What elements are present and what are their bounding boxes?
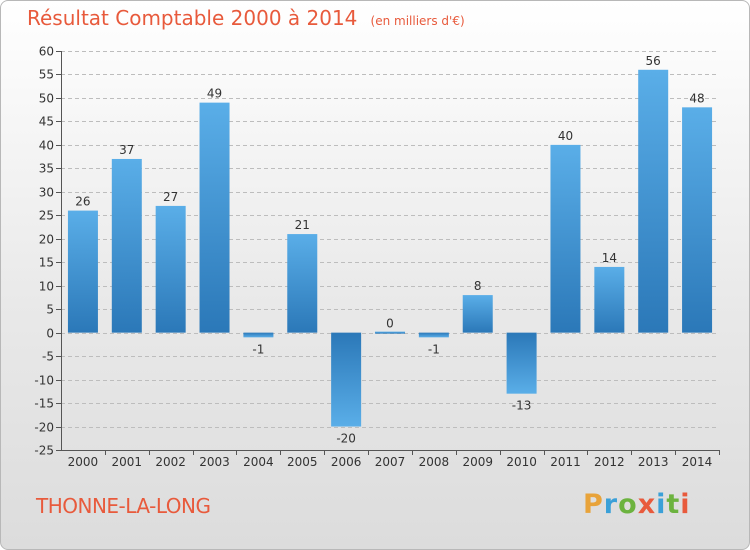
y-tick-label: 5: [46, 303, 54, 317]
y-tick-label: 60: [39, 45, 54, 59]
place-name: THONNE-LA-LONG: [36, 494, 211, 518]
data-labels: 26 37 27 49 -1 21 -20 0 -1 8 -13 40 14 56 48: [75, 54, 704, 446]
x-tick-label-2003: 2003: [199, 455, 230, 469]
x-tick-label-2000: 2000: [68, 455, 99, 469]
data-label-2011: 40: [558, 129, 573, 143]
x-tick-label-2009: 2009: [462, 455, 493, 469]
x-tick-label-2010: 2010: [506, 455, 537, 469]
data-label-2007: 0: [386, 317, 394, 331]
y-tick-label: -15: [34, 397, 54, 411]
y-tick-label: 45: [39, 115, 54, 129]
x-tick-label-2006: 2006: [331, 455, 362, 469]
data-label-2006: -20: [336, 432, 356, 446]
data-label-2014: 48: [689, 91, 704, 105]
bar-2007: [375, 331, 405, 334]
logo-letter: x: [637, 489, 657, 520]
data-label-2005: 21: [295, 218, 310, 232]
y-tick-label: 40: [39, 139, 54, 153]
chart-subtitle: (en milliers d'€): [370, 14, 465, 28]
y-tick-label: -20: [34, 421, 54, 435]
bar-2005: [287, 234, 318, 333]
y-tick-label: 55: [39, 68, 54, 82]
x-tick-label-2005: 2005: [287, 455, 318, 469]
data-label-2012: 14: [602, 251, 617, 265]
x-tick-label-2001: 2001: [112, 455, 143, 469]
data-label-2009: 8: [474, 279, 482, 293]
logo-letter: t: [666, 489, 681, 520]
bar-2004: [243, 332, 274, 338]
logo-letter: o: [618, 489, 638, 520]
bar-2012: [594, 266, 625, 333]
y-tick-label: 15: [39, 256, 54, 270]
x-tick-label-2012: 2012: [594, 455, 625, 469]
bar-series: [67, 69, 713, 427]
bar-2014: [682, 107, 713, 333]
data-label-2010: -13: [512, 399, 532, 413]
x-tick-label-2002: 2002: [155, 455, 186, 469]
x-tick-label-2004: 2004: [243, 455, 274, 469]
data-label-2003: 49: [207, 87, 222, 101]
bar-2001: [111, 158, 142, 333]
bar-2002: [155, 205, 186, 333]
bar-2003: [199, 102, 230, 333]
data-label-2000: 26: [75, 195, 90, 209]
bar-2013: [638, 69, 669, 333]
logo-letter: r: [603, 489, 619, 520]
x-tick-label-2011: 2011: [550, 455, 581, 469]
data-label-2002: 27: [163, 190, 178, 204]
logo-letter: P: [583, 489, 604, 520]
bar-2011: [550, 144, 581, 333]
x-tick-label-2007: 2007: [375, 455, 406, 469]
bar-2009: [462, 295, 493, 333]
data-label-2013: 56: [646, 54, 661, 68]
y-tick-label: -5: [42, 350, 54, 364]
y-tick-label: 20: [39, 233, 54, 247]
y-tick-label: 30: [39, 186, 54, 200]
y-tick-label: 10: [39, 280, 54, 294]
x-tick-label-2008: 2008: [419, 455, 450, 469]
y-tick-label: 50: [39, 92, 54, 106]
bar-2006: [331, 332, 362, 427]
y-tick-label: 35: [39, 162, 54, 176]
grid-lines: [61, 51, 719, 451]
proxiti-logo: Proxiti: [583, 489, 691, 520]
data-label-2001: 37: [119, 143, 134, 157]
x-tick-label-2014: 2014: [682, 455, 713, 469]
bar-2000: [67, 210, 98, 333]
logo-letter: i: [656, 489, 667, 520]
y-tick-label: 25: [39, 209, 54, 223]
bar-2008: [418, 332, 449, 338]
data-label-2004: -1: [252, 342, 264, 356]
chart-title: Résultat Comptable 2000 à 2014: [27, 6, 358, 30]
y-tick-label: -10: [34, 374, 54, 388]
logo-letter: i: [680, 489, 691, 520]
chart-title-row: Résultat Comptable 2000 à 2014 (en milli…: [27, 6, 465, 30]
bar-2010: [506, 332, 537, 394]
y-tick-label: -25: [34, 444, 54, 458]
y-tick-label: 0: [46, 327, 54, 341]
axes: 605550454035302520151050-5-10-15-20-2520…: [34, 45, 720, 469]
data-label-2008: -1: [428, 342, 440, 356]
x-tick-label-2013: 2013: [638, 455, 669, 469]
